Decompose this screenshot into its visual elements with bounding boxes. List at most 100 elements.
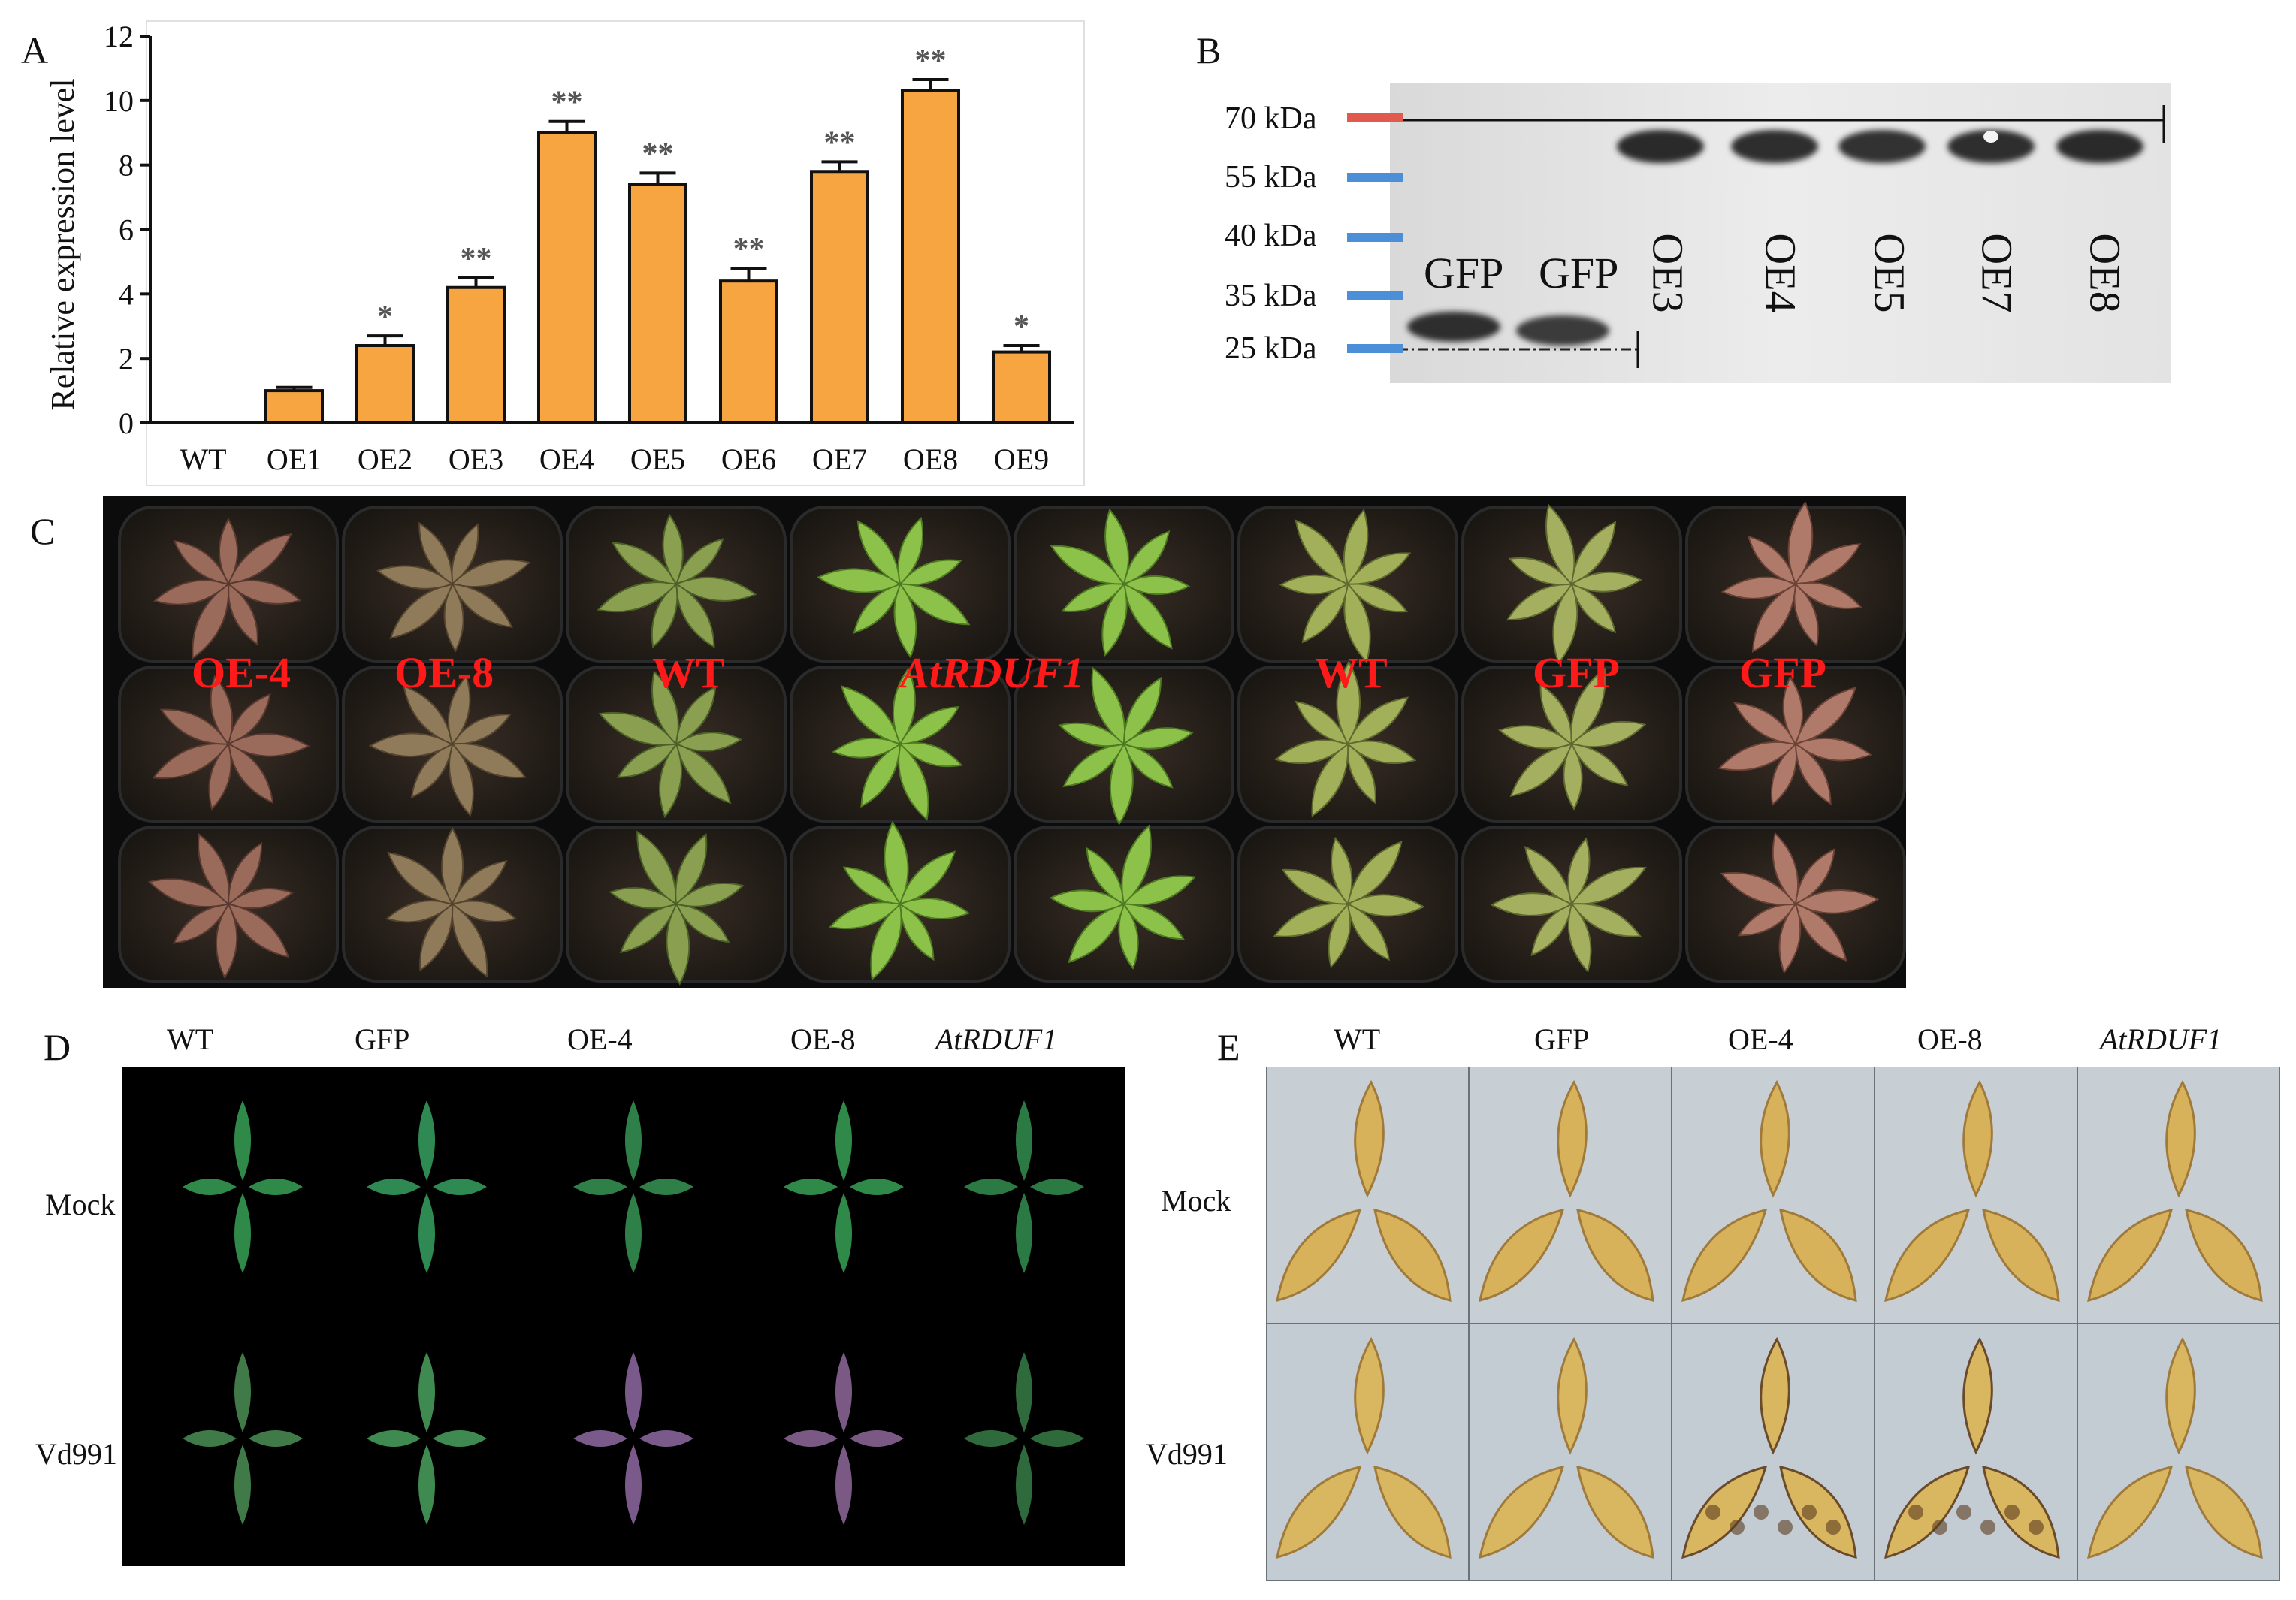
- x-tick-label: OE5: [630, 442, 685, 476]
- e-col-oe4: OE-4: [1728, 1022, 1793, 1056]
- stained-leaf-set: [1681, 1336, 1857, 1559]
- d-col-oe8: OE-8: [790, 1022, 856, 1056]
- plant-rosette: [153, 518, 302, 660]
- e-col-gfp: GFP: [1534, 1022, 1590, 1056]
- d-row-mock: Mock: [45, 1188, 116, 1221]
- tray-label-oe4: OE-4: [192, 648, 292, 697]
- marker-swatch-40: [1347, 233, 1403, 242]
- band-oe4: [1731, 130, 1818, 163]
- plant-rosette: [1058, 666, 1194, 826]
- e-row-vd991: Vd991: [1146, 1437, 1228, 1471]
- lane-label-oe8: OE8: [2080, 233, 2130, 313]
- panel-b-letter: B: [1196, 29, 1222, 71]
- marker-swatch-25: [1347, 344, 1403, 353]
- leaf-cross: [784, 1352, 904, 1525]
- tray-label-gfp-1: GFP: [1533, 648, 1620, 697]
- e-col-atrduf1: AtRDUF1: [2100, 1022, 2222, 1056]
- lane-label-gfp-2: GFP: [1539, 249, 1619, 297]
- significance-label: **: [642, 137, 674, 171]
- plant-rosette: [817, 516, 971, 659]
- marker-swatch-70: [1347, 113, 1403, 122]
- bar-oe7: [809, 170, 870, 424]
- d-col-atrduf1: AtRDUF1: [935, 1022, 1058, 1056]
- significance-label: **: [824, 125, 856, 160]
- plant-rosette: [376, 521, 531, 653]
- panel-d-letter: D: [44, 1026, 71, 1068]
- plant-rosette: [598, 670, 743, 819]
- marker-label-25: 25 kDa: [1225, 331, 1317, 366]
- band-gfp-1: [1407, 312, 1500, 342]
- e-row-mock: Mock: [1161, 1184, 1231, 1218]
- western-blot: [1210, 83, 2186, 391]
- panel-c-letter: C: [30, 510, 56, 552]
- significance-label: **: [461, 242, 492, 276]
- plant-rosette: [368, 675, 527, 817]
- band-oe5: [1838, 130, 1926, 163]
- leaf-cross: [784, 1100, 904, 1273]
- panel-d-photo: [122, 1067, 1125, 1566]
- bar-oe5: [627, 183, 688, 425]
- marker-label-70: 70 kDa: [1225, 101, 1317, 136]
- stained-leaf-set: [1479, 1079, 1654, 1303]
- marker-swatch-55: [1347, 173, 1403, 182]
- stained-leaf-set: [1884, 1336, 2060, 1559]
- x-tick-label: OE8: [903, 442, 958, 476]
- leaf-cross: [367, 1352, 487, 1525]
- x-tick-label: OE3: [449, 442, 503, 476]
- stained-leaf-set: [2087, 1336, 2263, 1559]
- leaf-cross: [573, 1100, 693, 1273]
- plant-rosette: [1506, 503, 1642, 665]
- stained-leaf-set: [1276, 1336, 1452, 1559]
- d-col-gfp: GFP: [355, 1022, 410, 1056]
- plant-rosette: [1720, 832, 1880, 974]
- d-col-oe4: OE-4: [567, 1022, 633, 1056]
- tray-label-gfp-2: GFP: [1739, 648, 1826, 697]
- lane-label-gfp-1: GFP: [1424, 249, 1504, 297]
- plant-rosette: [152, 675, 310, 811]
- plant-tray-photo: [103, 496, 1906, 988]
- chart-border: [146, 20, 1085, 486]
- tray-label-wt-1: WT: [652, 648, 725, 697]
- marker-swatch-35: [1347, 291, 1403, 300]
- plant-rosette: [147, 832, 294, 980]
- leaf-cross: [183, 1352, 303, 1525]
- band-gfp-2: [1516, 315, 1609, 346]
- lane-label-oe7: OE7: [1972, 233, 2022, 313]
- panel-a-letter: A: [21, 29, 49, 71]
- plant-rosette: [1720, 500, 1862, 654]
- expression-bar-chart: 0 2 4 6 8 10 12 Relative expression level WT OE1 *…: [44, 20, 1085, 486]
- tray-label-wt-2: WT: [1315, 648, 1388, 697]
- band-oe7: [1947, 130, 2035, 163]
- x-tick-label: OE4: [539, 442, 594, 476]
- plant-rosette: [1497, 667, 1647, 811]
- y-axis-label: Relative expression level: [44, 78, 81, 410]
- plant-rosette: [1717, 675, 1872, 806]
- bar-oe1: [264, 389, 325, 424]
- tray-label-oe8: OE-8: [394, 648, 494, 697]
- plant-rosette: [1279, 509, 1412, 663]
- marker-label-55: 55 kDa: [1225, 160, 1317, 195]
- y-tick-label: 0: [119, 406, 134, 440]
- significance-label: *: [377, 300, 393, 334]
- x-tick-label: OE2: [358, 442, 412, 476]
- lane-label-oe5: OE5: [1865, 233, 1914, 313]
- lane-label-oe4: OE4: [1756, 233, 1805, 313]
- panel-e-photo: [1266, 1067, 2280, 1581]
- plant-rosette: [1049, 824, 1196, 970]
- oe-bands: [1407, 130, 2143, 346]
- marker-label-35: 35 kDa: [1225, 279, 1317, 313]
- leaf-cross: [573, 1352, 693, 1525]
- band-oe8: [2056, 130, 2143, 163]
- y-tick-label: 4: [119, 277, 134, 311]
- y-tick-label: 10: [104, 84, 134, 118]
- significance-label: **: [915, 44, 947, 78]
- leaf-cross: [183, 1100, 303, 1273]
- x-tick-label: OE9: [994, 442, 1049, 476]
- bar-oe6: [718, 279, 779, 424]
- plant-rosette: [1050, 508, 1191, 657]
- stained-leaf-set: [1681, 1079, 1857, 1303]
- significance-label: **: [733, 232, 765, 267]
- leaf-cross: [964, 1352, 1084, 1525]
- plant-rosette: [832, 667, 963, 821]
- y-tick-label: 2: [119, 342, 134, 376]
